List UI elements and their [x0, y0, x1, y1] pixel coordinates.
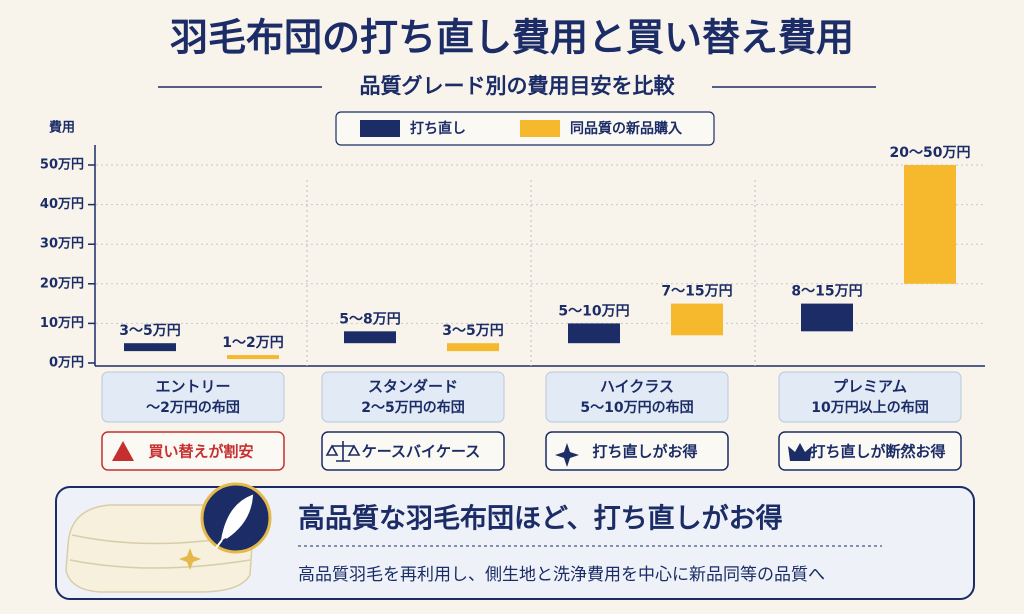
category-note: 10万円以上の布団	[811, 399, 928, 416]
separators	[306, 180, 756, 366]
sparkle	[179, 548, 201, 570]
badge	[545, 431, 729, 471]
x-tick-label: ハイクラス	[600, 378, 674, 396]
bar	[568, 323, 620, 344]
legend-label: 同品質の新品購入	[570, 120, 682, 137]
badge-label: 買い替えが割安	[148, 443, 253, 461]
badge-icon	[325, 441, 361, 462]
footer-heading: 高品質な羽毛布団ほど、打ち直しがお得	[298, 503, 783, 535]
bar	[801, 303, 853, 332]
bar	[344, 331, 396, 344]
badge-icon	[788, 443, 812, 461]
badge-label: 打ち直しが断然お得	[810, 443, 945, 461]
y-tick-label: 40万円	[40, 197, 84, 212]
bar	[124, 343, 176, 352]
feather-icon	[215, 494, 254, 549]
category-box	[545, 371, 729, 423]
sparkle-icon	[555, 443, 579, 467]
footer-text: 高品質羽毛を再利用し、側生地と洗浄費用を中心に新品同等の品質へ	[298, 565, 825, 585]
value-label: 3〜5万円	[442, 323, 503, 339]
crown-icon	[788, 443, 812, 461]
bar	[447, 343, 499, 352]
chart-title: 羽毛布団の打ち直し費用と買い替え費用	[170, 16, 854, 60]
value-label: 3〜5万円	[119, 323, 180, 339]
warning-icon	[112, 441, 134, 461]
value-label: 5〜8万円	[339, 311, 400, 327]
y-axis-label: 費用	[49, 120, 75, 136]
value-label: 7〜15万円	[661, 284, 732, 300]
category-note: 2〜5万円の布団	[361, 399, 464, 416]
scale-icon	[325, 441, 361, 462]
y-tick-label: 10万円	[40, 316, 84, 331]
bar	[671, 303, 723, 336]
badge-label: ケースバイケース	[362, 443, 481, 461]
futon-illustration	[65, 482, 272, 593]
value-label: 8〜15万円	[791, 284, 862, 300]
value-label: 5〜10万円	[558, 303, 629, 319]
footer-panel	[55, 486, 975, 600]
badge	[101, 431, 285, 471]
value-label: 1〜2万円	[222, 335, 283, 351]
y-tick-label: 0万円	[49, 356, 84, 371]
chart-subtitle: 品質グレード別の費用目安を比較	[360, 74, 676, 98]
badge-icon	[555, 443, 579, 467]
x-tick-label: スタンダード	[368, 378, 458, 396]
x-tick-label: エントリー	[155, 378, 230, 396]
badge-label: 打ち直しがお得	[592, 443, 697, 461]
bar	[227, 355, 279, 360]
value-label: 20〜50万円	[890, 145, 971, 161]
legend-swatch	[520, 120, 560, 137]
category-note: 5〜10万円の布団	[580, 399, 693, 416]
category-box	[321, 371, 505, 423]
legend-label: 打ち直し	[410, 120, 466, 137]
x-tick-label: プレミアム	[833, 378, 907, 396]
bar	[904, 165, 956, 284]
badge	[321, 431, 505, 471]
category-box	[101, 371, 285, 423]
y-tick-label: 30万円	[40, 237, 84, 252]
category-note: 〜2万円の布団	[146, 399, 240, 416]
y-tick-label: 50万円	[40, 158, 84, 173]
badge	[778, 431, 962, 471]
badge-icon	[112, 441, 134, 461]
y-tick-label: 20万円	[40, 276, 84, 291]
category-box	[778, 371, 962, 423]
legend-swatch	[360, 120, 400, 137]
